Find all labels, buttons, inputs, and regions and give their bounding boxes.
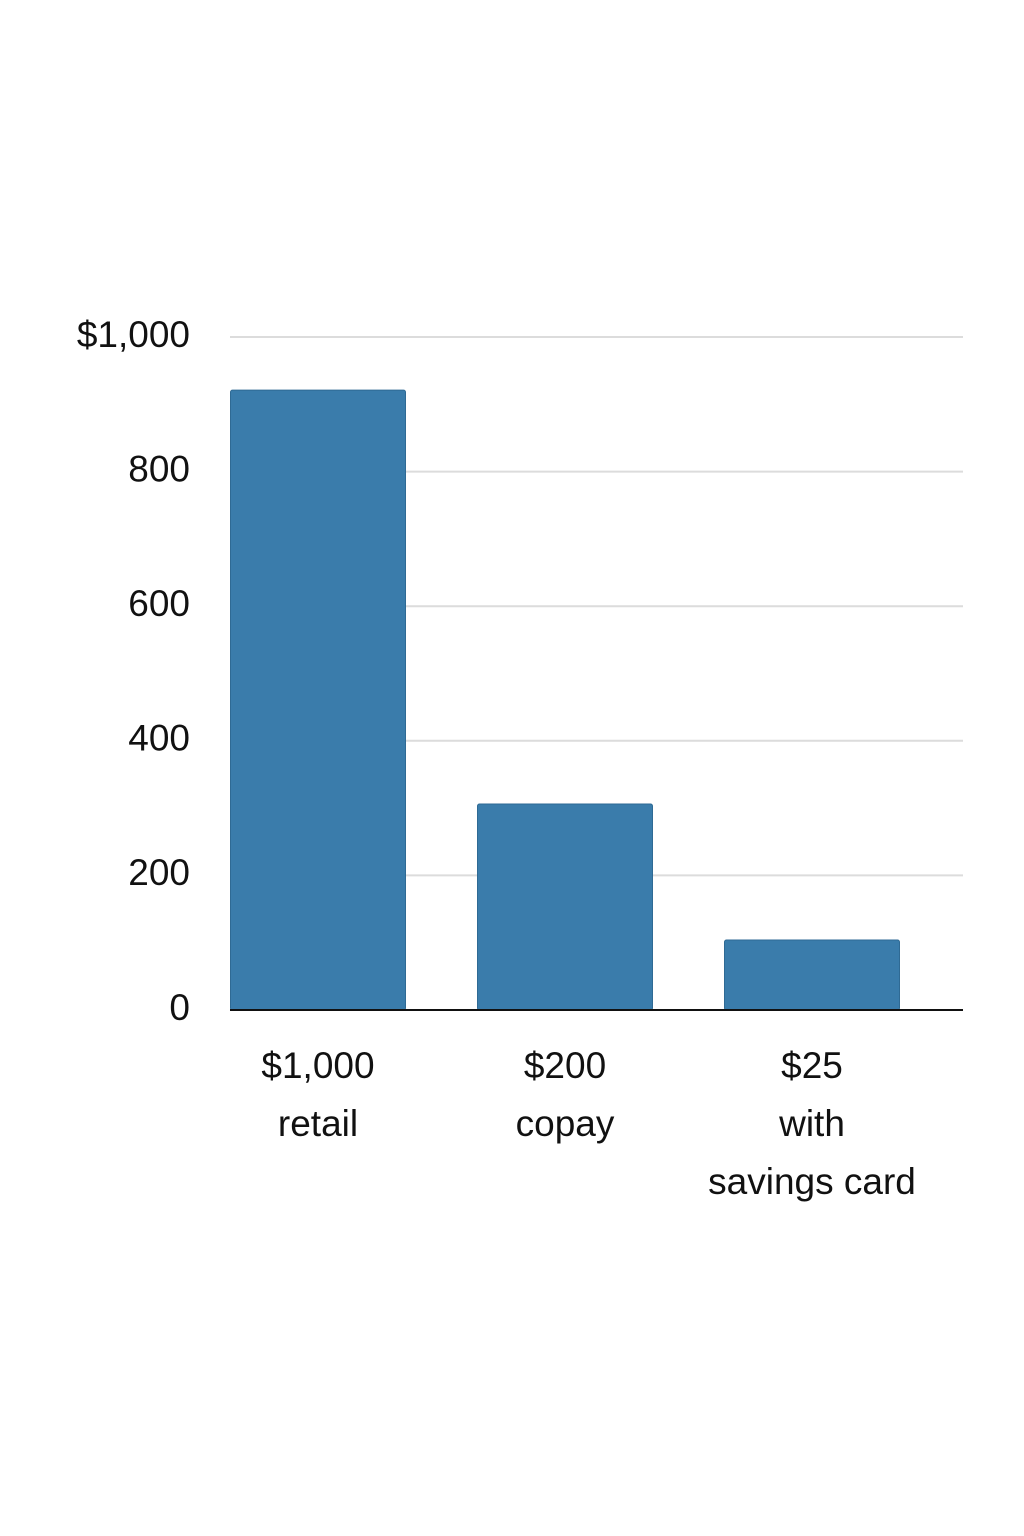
y-tick-label: 600 (128, 583, 190, 624)
y-tick-label: $1,000 (77, 314, 190, 355)
x-tick-label: $200 copay (516, 1045, 615, 1144)
x-tick-label: $25 with savings card (708, 1045, 916, 1202)
y-tick-label: 0 (169, 987, 190, 1028)
y-tick-label: 200 (128, 852, 190, 893)
y-tick-label: 400 (128, 718, 190, 759)
x-tick-label: $1,000 retail (261, 1045, 374, 1144)
bar (477, 803, 653, 1011)
bar (724, 939, 900, 1011)
y-tick-label: 800 (128, 448, 190, 489)
bar (230, 389, 406, 1011)
